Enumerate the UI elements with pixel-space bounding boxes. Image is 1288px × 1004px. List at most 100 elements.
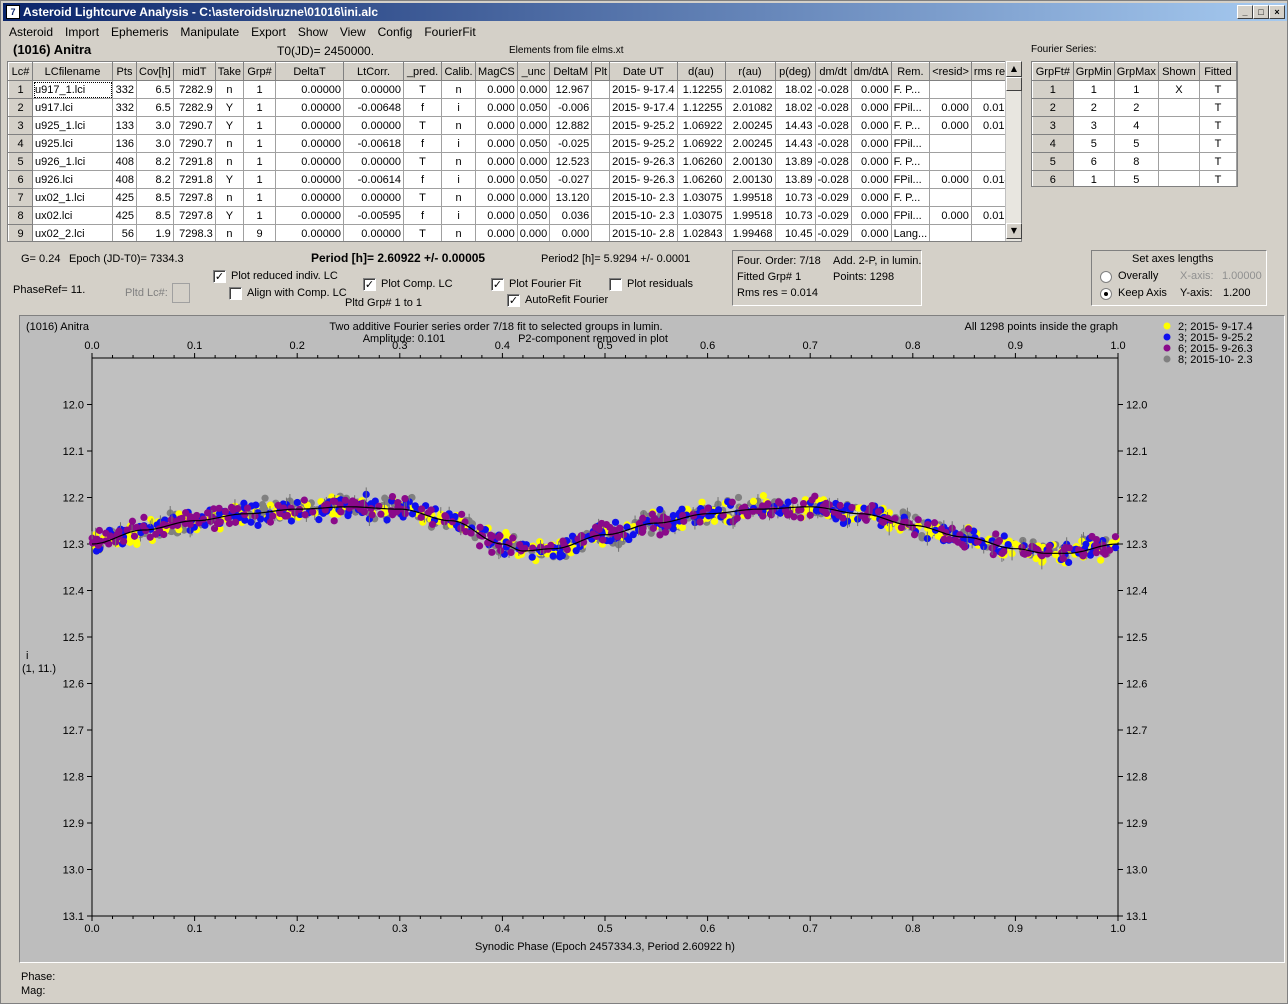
lightcurve-table[interactable]: Lc# LCfilename Pts Cov[h] midT Take Grp# DeltaT… xyxy=(7,61,1022,242)
table-cell[interactable]: 1.06922 xyxy=(676,116,726,135)
table-cell[interactable]: 0.00000 xyxy=(343,80,405,99)
table-cell[interactable]: 0.000 xyxy=(850,206,892,225)
table-cell[interactable]: 2015-10- 2.3 xyxy=(609,188,678,207)
menu-fourierfit[interactable]: FourierFit xyxy=(424,25,476,39)
table-cell[interactable]: 2015-10- 2.3 xyxy=(609,206,678,225)
yaxis-value[interactable]: 1.200 xyxy=(1223,287,1251,299)
table-cell[interactable]: -0.029 xyxy=(814,206,852,225)
table-cell[interactable]: u926.lci xyxy=(32,170,113,189)
table-cell[interactable]: 7 xyxy=(8,188,33,207)
table-cell[interactable]: 2015- 9-17.4 xyxy=(609,98,678,117)
table-cell[interactable]: 133 xyxy=(112,116,137,135)
align-comp-checkbox[interactable] xyxy=(229,287,242,300)
lc-col-header[interactable]: midT xyxy=(172,62,216,81)
table-cell[interactable]: 0.000 xyxy=(929,116,972,135)
fourier-cell[interactable]: 5 xyxy=(1113,170,1159,186)
table-cell[interactable]: n xyxy=(441,152,477,171)
lc-col-header[interactable]: LCfilename xyxy=(32,62,113,81)
fourier-cell[interactable]: 1 xyxy=(1072,170,1115,186)
table-cell[interactable] xyxy=(929,224,972,241)
table-cell[interactable]: 0.00000 xyxy=(275,134,345,153)
table-cell[interactable]: ux02_1.lci xyxy=(32,188,113,207)
table-cell[interactable]: 0.00000 xyxy=(275,188,345,207)
table-cell[interactable]: n xyxy=(214,134,245,153)
lc-col-header[interactable]: Lc# xyxy=(8,62,33,81)
table-cell[interactable]: n xyxy=(214,224,245,241)
table-cell[interactable]: 13.89 xyxy=(774,170,816,189)
table-cell[interactable]: 0.000 xyxy=(850,188,892,207)
table-cell[interactable]: F. P... xyxy=(890,152,931,171)
lc-col-header[interactable]: MagCS xyxy=(475,62,518,81)
table-cell[interactable]: -0.025 xyxy=(549,134,593,153)
table-cell[interactable]: u925_1.lci xyxy=(32,116,113,135)
table-cell[interactable]: 408 xyxy=(112,152,137,171)
fourier-col-header[interactable]: Shown xyxy=(1157,62,1200,81)
table-cell[interactable]: 0.00000 xyxy=(275,98,345,117)
table-cell[interactable]: -0.028 xyxy=(814,116,852,135)
table-cell[interactable]: 0.000 xyxy=(516,152,551,171)
table-cell[interactable]: 0.00000 xyxy=(275,116,345,135)
table-cell[interactable]: -0.029 xyxy=(814,224,852,241)
table-cell[interactable]: 13.120 xyxy=(549,188,593,207)
table-cell[interactable]: 1 xyxy=(243,134,277,153)
table-cell[interactable]: 7297.8 xyxy=(172,206,216,225)
fourier-cell[interactable]: T xyxy=(1198,152,1237,171)
table-cell[interactable]: 7298.3 xyxy=(172,224,216,241)
lc-col-header[interactable]: DeltaT xyxy=(275,62,345,81)
table-cell[interactable]: 6 xyxy=(8,170,33,189)
table-cell[interactable]: 12.967 xyxy=(549,80,593,99)
table-cell[interactable]: 13.89 xyxy=(774,152,816,171)
fourier-cell[interactable]: 2 xyxy=(1113,98,1159,117)
fourier-cell[interactable]: 4 xyxy=(1032,134,1074,153)
table-cell[interactable]: 425 xyxy=(112,188,137,207)
table-cell[interactable]: 1.9 xyxy=(136,224,174,241)
fourier-cell[interactable]: 5 xyxy=(1113,134,1159,153)
fourier-cell[interactable]: T xyxy=(1198,170,1237,186)
fourier-cell[interactable]: 5 xyxy=(1032,152,1074,171)
keep-axis-radio[interactable] xyxy=(1100,288,1112,300)
fourier-cell[interactable]: 3 xyxy=(1072,116,1115,135)
table-cell[interactable]: 0.000 xyxy=(850,224,892,241)
lc-col-header[interactable]: Calib. xyxy=(441,62,477,81)
table-cell[interactable]: 0.000 xyxy=(475,116,518,135)
fourier-cell[interactable] xyxy=(1157,170,1200,186)
menu-export[interactable]: Export xyxy=(251,25,286,39)
table-cell[interactable]: -0.00648 xyxy=(343,98,405,117)
table-cell[interactable]: F. P... xyxy=(890,80,931,99)
table-cell[interactable] xyxy=(591,170,611,189)
fourier-cell[interactable]: 1 xyxy=(1072,80,1115,99)
table-cell[interactable]: i xyxy=(441,170,477,189)
table-cell[interactable] xyxy=(591,224,611,241)
table-cell[interactable]: 1.06260 xyxy=(676,170,726,189)
table-cell[interactable] xyxy=(591,98,611,117)
table-cell[interactable]: n xyxy=(441,80,477,99)
table-cell[interactable] xyxy=(591,206,611,225)
table-row[interactable]: 7 ux02_1.lci 425 8.5 7297.8 n 1 0.00000 0.00000 T… xyxy=(8,188,1014,207)
table-cell[interactable]: 0.000 xyxy=(516,224,551,241)
menu-asteroid[interactable]: Asteroid xyxy=(9,25,54,39)
table-cell[interactable]: -0.029 xyxy=(814,188,852,207)
table-cell[interactable]: T xyxy=(403,152,443,171)
table-cell[interactable]: -0.00618 xyxy=(343,134,405,153)
table-cell[interactable]: 0.014 xyxy=(970,170,1014,189)
table-cell[interactable] xyxy=(929,152,972,171)
lc-col-header[interactable]: _unc xyxy=(516,62,551,81)
menu-config[interactable]: Config xyxy=(377,25,413,39)
table-cell[interactable]: i xyxy=(441,134,477,153)
table-cell[interactable]: 1 xyxy=(243,116,277,135)
table-cell[interactable]: f xyxy=(403,206,443,225)
table-cell[interactable]: 1 xyxy=(243,170,277,189)
scroll-thumb[interactable] xyxy=(1006,77,1022,91)
fourier-cell[interactable]: 6 xyxy=(1072,152,1115,171)
lc-col-header[interactable]: Cov[h] xyxy=(136,62,174,81)
table-cell[interactable]: 10.45 xyxy=(774,224,816,241)
table-cell[interactable] xyxy=(929,80,972,99)
table-cell[interactable]: 0.000 xyxy=(929,98,972,117)
table-cell[interactable]: 0.00000 xyxy=(343,152,405,171)
table-cell[interactable]: u926_1.lci xyxy=(32,152,113,171)
table-cell[interactable]: 1.06922 xyxy=(676,134,726,153)
table-cell[interactable]: 0.00000 xyxy=(275,206,345,225)
table-cell[interactable]: 1.02843 xyxy=(676,224,726,241)
table-row[interactable]: 5 u926_1.lci 408 8.2 7291.8 n 1 0.00000 0.00000 T… xyxy=(8,152,1014,171)
